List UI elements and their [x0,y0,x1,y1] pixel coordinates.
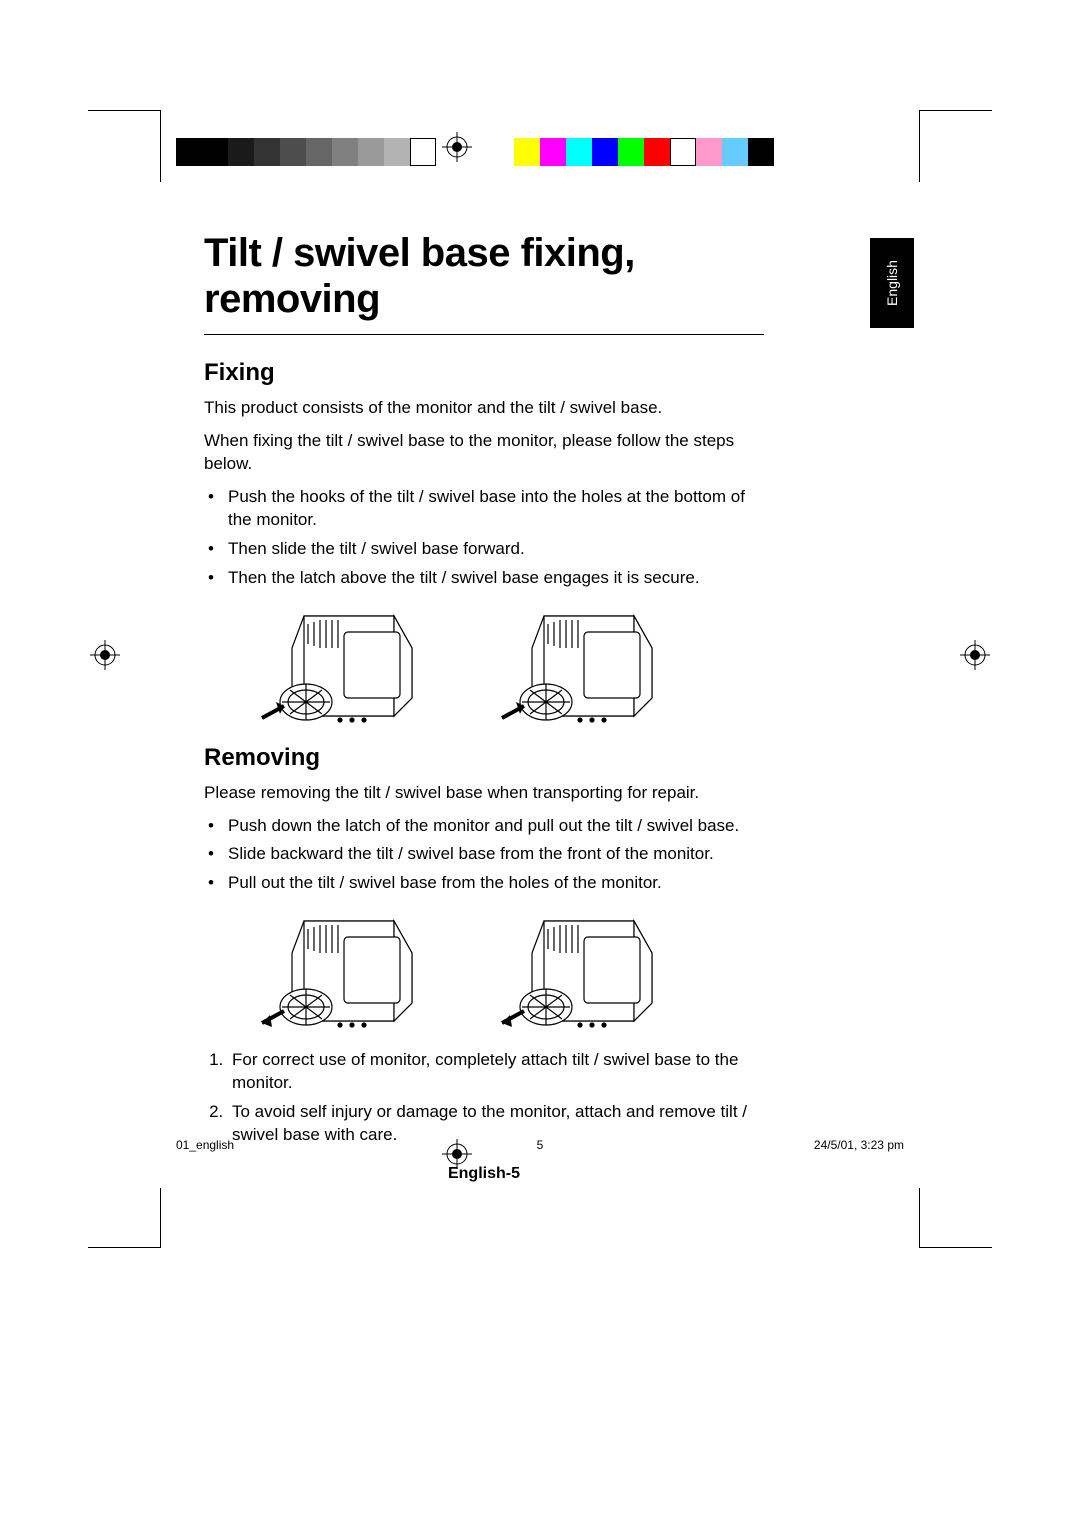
section-heading-removing: Removing [204,744,764,772]
registration-mark-icon [90,640,120,670]
list-item: Pull out the tilt / swivel base from the… [204,872,764,895]
meta-page-number: 5 [176,1138,904,1152]
monitor-illustration [244,903,424,1033]
content-column: Tilt / swivel base fixing, removing Fixi… [204,230,764,1183]
list-item: Push down the latch of the monitor and p… [204,815,764,838]
page-footer: English-5 [204,1165,764,1183]
title-rule [204,334,764,335]
monitor-illustration [484,598,664,728]
crop-mark [920,1247,992,1248]
swatch [202,138,228,166]
language-tab-label: English [884,260,900,306]
registration-mark-icon [442,132,472,162]
list-item: Slide backward the tilt / swivel base fr… [204,843,764,866]
swatch [228,138,254,166]
swatch [358,138,384,166]
list-item: For correct use of monitor, completely a… [228,1049,764,1095]
swatch [670,138,696,166]
swatch [332,138,358,166]
page-title: Tilt / swivel base fixing, removing [204,230,764,322]
list-item: Push the hooks of the tilt / swivel base… [204,486,764,532]
list-item: Then the latch above the tilt / swivel b… [204,567,764,590]
print-meta-row: 01_english 5 24/5/01, 3:23 pm [176,1138,904,1152]
list-item: Then slide the tilt / swivel base forwar… [204,538,764,561]
crop-mark [88,110,160,111]
fixing-steps-list: Push the hooks of the tilt / swivel base… [204,486,764,590]
swatch [618,138,644,166]
swatch [384,138,410,166]
swatch [280,138,306,166]
grayscale-calibration-bar [176,138,436,166]
swatch [696,138,722,166]
swatch [748,138,774,166]
crop-mark [919,1188,920,1248]
body-text: This product consists of the monitor and… [204,397,764,420]
notes-list: For correct use of monitor, completely a… [204,1049,764,1147]
swatch [566,138,592,166]
crop-mark [160,110,161,182]
swatch [410,138,436,166]
crop-mark [88,1247,160,1248]
monitor-illustration [244,598,424,728]
fixing-figure-row [244,598,764,728]
removing-figure-row [244,903,764,1033]
color-calibration-bar [514,138,774,166]
crop-mark [920,110,992,111]
swatch [540,138,566,166]
section-heading-fixing: Fixing [204,359,764,387]
body-text: Please removing the tilt / swivel base w… [204,782,764,805]
crop-mark [919,110,920,182]
page: English Tilt / swivel base fixing, remov… [0,0,1080,1528]
registration-mark-icon [960,640,990,670]
swatch [306,138,332,166]
swatch [722,138,748,166]
language-tab: English [870,238,914,328]
swatch [644,138,670,166]
swatch [254,138,280,166]
swatch [514,138,540,166]
crop-mark [160,1188,161,1248]
removing-steps-list: Push down the latch of the monitor and p… [204,815,764,896]
body-text: When fixing the tilt / swivel base to th… [204,430,764,476]
monitor-illustration [484,903,664,1033]
swatch [176,138,202,166]
swatch [592,138,618,166]
